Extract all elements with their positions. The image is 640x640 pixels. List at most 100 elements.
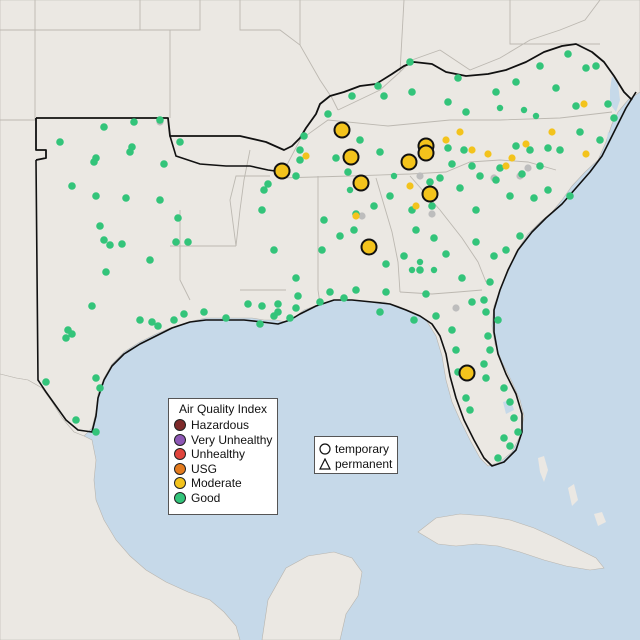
station-marker-gray[interactable] (428, 210, 436, 218)
station-marker-moderate-large[interactable] (333, 121, 351, 139)
station-marker-good[interactable] (592, 62, 600, 70)
station-marker-good[interactable] (100, 236, 108, 244)
station-marker-good[interactable] (356, 136, 364, 144)
station-marker-gray[interactable] (524, 164, 532, 172)
station-marker-good[interactable] (448, 160, 456, 168)
station-marker-good[interactable] (452, 346, 460, 354)
station-marker-gray[interactable] (358, 212, 366, 220)
station-marker-good[interactable] (68, 330, 76, 338)
station-marker-good[interactable] (486, 278, 494, 286)
station-marker-good[interactable] (222, 314, 230, 322)
station-marker-good[interactable] (510, 414, 518, 422)
station-marker-good[interactable] (374, 82, 382, 90)
station-marker-good[interactable] (96, 384, 104, 392)
station-marker-good[interactable] (316, 298, 324, 306)
station-marker-good[interactable] (576, 128, 584, 136)
station-marker-good[interactable] (476, 172, 484, 180)
station-marker-good[interactable] (536, 62, 544, 70)
station-marker-good[interactable] (336, 232, 344, 240)
station-marker-good[interactable] (492, 176, 500, 184)
station-marker-good[interactable] (416, 266, 424, 274)
station-marker-good[interactable] (350, 226, 358, 234)
station-marker-good[interactable] (244, 300, 252, 308)
station-marker-good[interactable] (494, 316, 502, 324)
station-marker-good[interactable] (296, 156, 304, 164)
station-marker-good[interactable] (292, 304, 300, 312)
station-marker-good[interactable] (160, 160, 168, 168)
station-marker-good[interactable] (518, 170, 526, 178)
station-marker-good[interactable] (458, 274, 466, 282)
station-marker-good[interactable] (536, 162, 544, 170)
station-marker-good[interactable] (260, 186, 268, 194)
station-marker-good[interactable] (492, 88, 500, 96)
station-marker-good[interactable] (68, 182, 76, 190)
station-marker-good[interactable] (496, 104, 504, 112)
station-marker-good[interactable] (258, 206, 266, 214)
station-marker-good[interactable] (506, 192, 514, 200)
station-marker-good[interactable] (500, 434, 508, 442)
station-marker-good[interactable] (344, 168, 352, 176)
station-marker-good[interactable] (92, 374, 100, 382)
station-marker-good[interactable] (468, 162, 476, 170)
station-marker-good[interactable] (42, 378, 50, 386)
station-marker-good[interactable] (484, 332, 492, 340)
station-marker-moderate-large[interactable] (342, 148, 360, 166)
station-marker-good[interactable] (408, 88, 416, 96)
station-marker-gray[interactable] (416, 172, 424, 180)
station-marker-good[interactable] (340, 294, 348, 302)
station-marker-good[interactable] (430, 266, 438, 274)
station-marker-good[interactable] (200, 308, 208, 316)
station-marker-moderate[interactable] (456, 128, 464, 136)
station-marker-moderate[interactable] (468, 146, 476, 154)
station-marker-good[interactable] (532, 112, 540, 120)
station-marker-good[interactable] (444, 98, 452, 106)
station-marker-good[interactable] (62, 334, 70, 342)
station-marker-good[interactable] (566, 192, 574, 200)
station-marker-gray[interactable] (452, 304, 460, 312)
station-marker-good[interactable] (156, 116, 164, 124)
station-marker-good[interactable] (416, 258, 424, 266)
station-marker-good[interactable] (156, 196, 164, 204)
station-marker-good[interactable] (544, 144, 552, 152)
station-marker-good[interactable] (472, 206, 480, 214)
station-marker-good[interactable] (422, 290, 430, 298)
station-marker-good[interactable] (556, 146, 564, 154)
station-marker-good[interactable] (92, 192, 100, 200)
station-marker-good[interactable] (506, 398, 514, 406)
station-marker-good[interactable] (456, 184, 464, 192)
station-marker-good[interactable] (320, 216, 328, 224)
station-marker-good[interactable] (468, 298, 476, 306)
station-marker-good[interactable] (72, 416, 80, 424)
station-marker-good[interactable] (376, 308, 384, 316)
station-marker-moderate[interactable] (484, 150, 492, 158)
station-marker-good[interactable] (258, 302, 266, 310)
station-marker-good[interactable] (442, 250, 450, 258)
station-marker-moderate[interactable] (580, 100, 588, 108)
station-marker-good[interactable] (96, 222, 104, 230)
station-marker-moderate-large[interactable] (360, 238, 378, 256)
station-marker-good[interactable] (490, 252, 498, 260)
station-marker-good[interactable] (292, 172, 300, 180)
station-marker-good[interactable] (106, 241, 114, 249)
station-marker-good[interactable] (516, 232, 524, 240)
station-marker-good[interactable] (294, 292, 302, 300)
station-marker-moderate-large[interactable] (273, 162, 291, 180)
station-marker-good[interactable] (444, 144, 452, 152)
station-marker-good[interactable] (382, 260, 390, 268)
station-marker-good[interactable] (146, 256, 154, 264)
station-marker-good[interactable] (596, 136, 604, 144)
station-marker-moderate[interactable] (548, 128, 556, 136)
station-marker-good[interactable] (432, 312, 440, 320)
station-marker-good[interactable] (454, 74, 462, 82)
station-marker-good[interactable] (604, 100, 612, 108)
station-marker-good[interactable] (426, 178, 434, 186)
station-marker-moderate-large[interactable] (417, 144, 435, 162)
station-marker-good[interactable] (462, 108, 470, 116)
station-marker-good[interactable] (100, 123, 108, 131)
station-marker-moderate[interactable] (582, 150, 590, 158)
station-marker-good[interactable] (176, 138, 184, 146)
station-marker-moderate-large[interactable] (421, 185, 439, 203)
station-marker-good[interactable] (512, 142, 520, 150)
station-marker-good[interactable] (256, 320, 264, 328)
station-marker-good[interactable] (382, 288, 390, 296)
